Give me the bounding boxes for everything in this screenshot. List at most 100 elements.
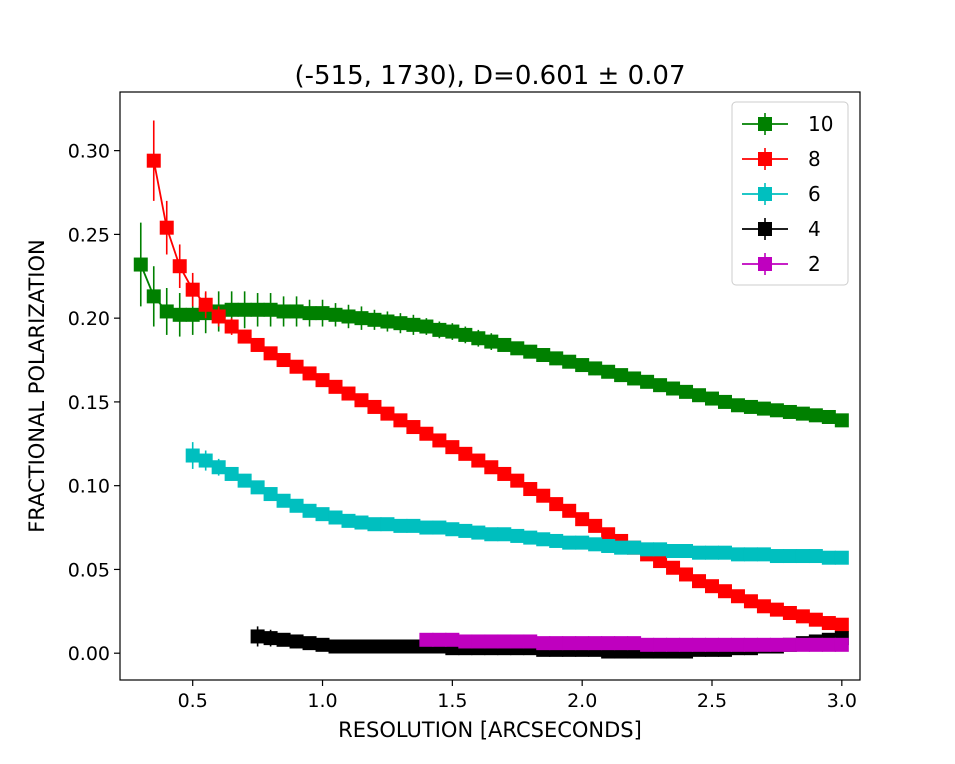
data-point xyxy=(536,636,551,651)
x-tick-label: 2.0 xyxy=(567,690,597,712)
data-point xyxy=(354,515,369,530)
data-point xyxy=(328,510,343,525)
legend-label: 8 xyxy=(808,147,821,171)
data-point xyxy=(302,366,317,381)
legend-box xyxy=(731,101,849,286)
data-point xyxy=(380,639,395,654)
data-point xyxy=(484,460,499,475)
data-point xyxy=(756,547,771,562)
data-point xyxy=(224,466,239,481)
data-point xyxy=(458,634,473,649)
data-point xyxy=(821,550,836,565)
data-point xyxy=(575,358,590,373)
data-point xyxy=(185,282,200,297)
data-point xyxy=(562,535,577,550)
y-tick-label: 0.05 xyxy=(68,559,110,581)
y-axis-ticks: 0.00 0.05 0.10 0.15 0.20 0.25 0.30 xyxy=(68,141,120,665)
data-point xyxy=(263,487,278,502)
data-point xyxy=(263,302,278,317)
data-point xyxy=(692,545,707,560)
y-tick-label: 0.25 xyxy=(68,224,110,246)
data-point xyxy=(705,545,719,560)
data-point xyxy=(367,399,382,414)
data-point xyxy=(341,639,356,654)
data-point xyxy=(692,574,707,589)
data-point xyxy=(601,364,616,379)
data-point xyxy=(614,540,629,555)
data-point xyxy=(549,351,564,366)
data-point xyxy=(536,488,551,503)
data-point xyxy=(730,589,745,604)
legend-label: 4 xyxy=(808,217,821,241)
data-point xyxy=(705,579,719,594)
data-point xyxy=(679,567,694,582)
data-point xyxy=(588,537,603,552)
chart-title: (-515, 1730), D=0.601 ± 0.07 xyxy=(295,61,686,91)
data-point xyxy=(821,637,836,652)
data-point xyxy=(653,554,668,569)
plot-frame xyxy=(119,91,861,681)
data-point xyxy=(406,420,421,435)
data-point xyxy=(523,634,538,649)
data-point xyxy=(445,522,460,537)
data-point xyxy=(224,302,239,317)
data-point xyxy=(354,639,369,654)
data-point xyxy=(497,634,512,649)
data-point xyxy=(795,406,810,421)
data-point xyxy=(834,637,849,652)
data-point xyxy=(328,307,343,322)
data-point xyxy=(666,381,681,396)
y-tick-label: 0.00 xyxy=(68,643,110,665)
data-point xyxy=(393,413,408,428)
plot-area xyxy=(133,120,849,659)
data-point xyxy=(653,542,668,557)
data-point xyxy=(497,337,512,352)
data-point xyxy=(406,317,421,332)
data-point xyxy=(743,547,758,562)
data-point xyxy=(458,327,473,342)
data-point xyxy=(575,535,590,550)
data-point xyxy=(484,634,499,649)
data-point xyxy=(782,637,797,652)
x-tick-label: 3.0 xyxy=(827,690,857,712)
data-point xyxy=(692,637,707,652)
data-point xyxy=(419,632,434,647)
data-point xyxy=(562,503,577,518)
data-point xyxy=(575,636,590,651)
legend-marker xyxy=(758,257,772,271)
series-10 xyxy=(133,222,849,428)
data-point xyxy=(406,518,421,533)
data-point xyxy=(302,636,317,651)
data-point xyxy=(380,314,395,329)
data-point xyxy=(717,584,732,599)
data-point xyxy=(484,334,499,349)
data-point xyxy=(146,289,161,304)
data-point xyxy=(315,637,330,652)
data-point xyxy=(276,493,291,508)
data-point xyxy=(679,544,694,559)
data-point xyxy=(834,617,849,632)
data-point xyxy=(808,637,823,652)
data-point xyxy=(497,466,512,481)
data-point xyxy=(484,527,499,542)
x-tick-label: 1.0 xyxy=(307,690,337,712)
x-tick-label: 1.5 xyxy=(437,690,467,712)
data-point xyxy=(419,520,434,535)
data-point xyxy=(588,636,603,651)
data-point xyxy=(289,359,304,374)
legend-label: 10 xyxy=(808,112,833,136)
data-point xyxy=(406,639,421,654)
data-point xyxy=(523,344,538,359)
data-point xyxy=(497,527,512,542)
data-point xyxy=(393,639,408,654)
data-point xyxy=(432,520,447,535)
data-point xyxy=(808,549,823,564)
data-point xyxy=(705,391,719,406)
data-point xyxy=(471,634,486,649)
y-tick-label: 0.15 xyxy=(68,392,110,414)
data-point xyxy=(250,629,265,644)
series-2 xyxy=(419,632,849,652)
data-point xyxy=(834,413,849,428)
data-point xyxy=(302,306,317,321)
